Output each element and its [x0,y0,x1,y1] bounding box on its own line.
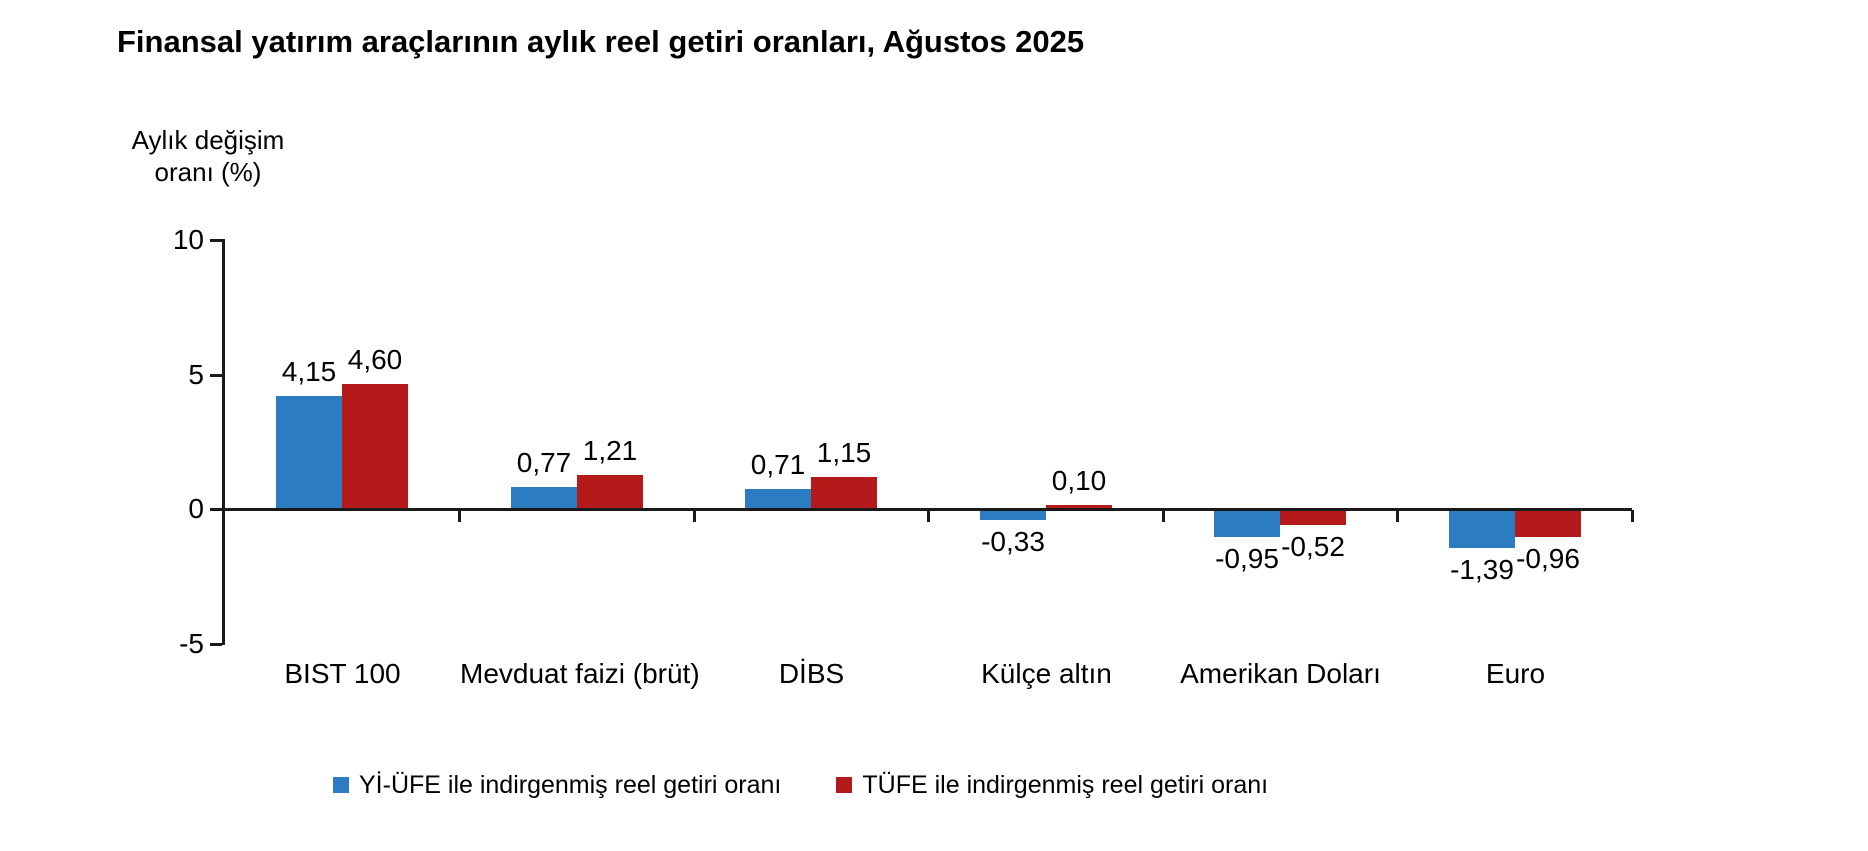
category-label: DİBS [778,658,845,689]
legend: Yİ-ÜFE ile indirgenmiş reel getiri oranı… [333,770,1268,800]
bar-yiufe [1214,511,1280,537]
y-axis-title: Aylık değişim oranı (%) [97,124,319,188]
y-tick [210,374,222,377]
y-axis-title-line2: oranı (%) [154,157,262,187]
y-tick-label: -5 [179,628,204,659]
legend-label-yiufe: Yİ-ÜFE ile indirgenmiş reel getiri oranı [359,771,782,799]
x-tick [458,510,461,522]
bar-tufe [1515,511,1581,537]
bar-value-label: 0,71 [750,449,806,480]
bar-tufe [1046,505,1112,508]
bar-value-label: 1,15 [816,437,872,468]
y-axis-title-line1: Aylık değişim [131,125,285,155]
legend-item-yiufe: Yİ-ÜFE ile indirgenmiş reel getiri oranı [333,770,781,800]
legend-swatch-tufe [836,777,853,793]
bar-value-label: -0,33 [981,526,1045,557]
bar-value-label: 4,60 [347,344,403,375]
bar-yiufe [980,511,1046,520]
y-tick [210,643,222,646]
legend-label-tufe: TÜFE ile indirgenmiş reel getiri oranı [862,771,1269,799]
y-axis-line [222,239,225,645]
category-label: Amerikan Doları [1180,658,1381,689]
chart-title: Finansal yatırım araçlarının aylık reel … [117,24,1085,59]
bar-value-label: 1,21 [582,435,638,466]
bar-value-label: -0,96 [1516,543,1580,574]
y-tick-label: 5 [188,359,204,390]
bar-value-label: -0,95 [1215,543,1279,574]
y-tick [210,239,222,242]
y-tick-label: 0 [188,493,204,524]
category-label: Mevduat faizi (brüt) [460,658,700,689]
bar-yiufe [745,489,811,508]
x-tick [1631,510,1634,522]
x-tick [693,510,696,522]
bar-tufe [811,477,877,508]
category-label: Euro [1485,658,1546,689]
category-label: BIST 100 [284,658,401,689]
legend-swatch-yiufe [333,777,349,793]
bar-yiufe [1449,511,1515,548]
bar-value-label: 0,10 [1051,465,1107,496]
bar-yiufe [511,487,577,508]
legend-item-tufe: TÜFE ile indirgenmiş reel getiri oranı [836,770,1268,800]
bar-value-label: -0,52 [1281,531,1345,562]
y-tick-label: 10 [172,224,204,255]
bar-value-label: -1,39 [1450,554,1514,585]
x-tick [927,510,930,522]
bar-value-label: 4,15 [281,356,337,387]
x-tick [1396,510,1399,522]
bar-tufe [342,384,408,508]
bar-value-label: 0,77 [516,447,572,478]
category-label: Külçe altın [981,658,1112,689]
bar-yiufe [276,396,342,508]
bar-tufe [1280,511,1346,525]
y-tick [210,508,222,511]
x-tick [1162,510,1165,522]
bar-tufe [577,475,643,508]
x-axis-line [222,508,1632,511]
